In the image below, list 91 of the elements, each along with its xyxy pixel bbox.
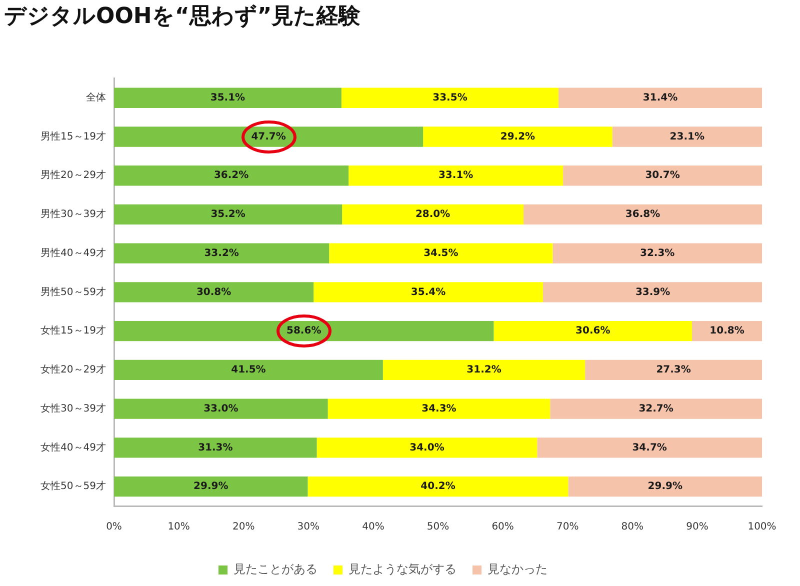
bar [114,438,317,458]
y-tick-label: 男性20～29才 [40,169,106,182]
bar [114,88,342,108]
bar [316,438,538,458]
x-tick-label: 70% [556,522,579,533]
bar [114,320,494,342]
x-tick-label: 90% [686,522,708,533]
data-label: 35.2% [210,209,246,220]
data-label: 34.5% [424,248,458,259]
bar [585,360,762,380]
data-label: 40.2% [420,481,456,492]
x-tick-label: 50% [426,522,450,533]
data-label: 27.3% [656,364,691,376]
bar [114,476,308,497]
data-label: 32.3% [640,248,675,259]
x-tick-label: 100% [748,522,776,533]
data-label: 33.1% [438,170,474,182]
data-label: 35.4% [410,286,446,298]
y-tick-label: 女性15～19才 [40,324,106,337]
data-label: 10.8% [710,326,744,337]
data-label: 28.0% [415,209,450,220]
data-label: 58.6% [286,326,322,337]
data-label: 30.8% [196,286,232,298]
bar [329,243,553,264]
y-tick-label: 男性40～49才 [40,246,106,259]
x-tick-label: 20% [232,522,255,533]
data-label: 34.0% [410,442,444,454]
bar [382,360,586,380]
y-tick-label: 女性20～29才 [40,364,106,376]
data-label: 30.6% [576,326,610,337]
data-label: 36.2% [214,170,249,182]
y-tick-label: 男性30～39才 [40,208,106,220]
bar [568,476,762,497]
y-tick-label: 女性40～49才 [40,441,106,454]
bar [341,88,559,108]
bar [563,165,762,186]
legend-label: 見たような気がする [348,562,456,576]
data-label: 31.3% [198,442,233,454]
data-label: 29.9% [648,481,682,492]
data-label: 41.5% [231,364,266,376]
bar [552,243,762,264]
bar [612,126,762,147]
x-tick-label: 40% [362,522,384,533]
chart-title: デジタルOOHを“思わず”見た経験 [4,4,362,29]
bar [342,204,524,225]
bar [114,243,330,264]
data-label: 35.1% [210,92,246,104]
data-label: 47.7% [251,131,286,142]
data-label: 31.2% [466,364,502,376]
bar [348,165,564,186]
bar [542,282,762,302]
y-tick-label: 全体 [86,91,106,104]
data-label: 30.7% [645,170,680,182]
bar [114,360,383,380]
data-label: 33.2% [204,248,239,259]
bar [328,398,550,419]
bar [114,204,342,225]
x-tick-label: 60% [492,522,514,533]
bar [550,398,762,419]
bar [558,88,762,108]
bar [114,126,424,147]
legend-label: 見なかった [488,562,548,576]
bar [537,438,762,458]
bar [114,165,349,186]
data-label: 33.5% [432,92,468,104]
bar [114,282,314,302]
data-label: 36.8% [625,209,660,220]
y-tick-label: 男性50～59才 [40,286,106,298]
y-tick-label: 女性50～59才 [40,480,106,492]
data-label: 34.7% [632,442,667,454]
data-label: 29.2% [500,131,536,142]
bar [308,476,568,497]
data-label: 33.0% [204,403,238,414]
data-label: 34.3% [422,403,456,414]
y-tick-label: 男性15～19才 [40,130,106,142]
x-tick-label: 10% [168,522,190,533]
legend-label: 見たことがある [234,562,318,576]
bar [423,126,612,147]
data-label: 23.1% [670,131,705,142]
x-tick-label: 0% [106,522,122,533]
bar [494,320,692,342]
y-tick-label: 女性30～39才 [40,402,106,414]
data-label: 33.9% [635,286,670,298]
bar [114,398,328,419]
x-tick-label: 30% [297,522,320,533]
x-tick-label: 80% [621,522,644,533]
bar [314,282,543,302]
bar [524,204,762,225]
data-label: 32.7% [638,403,674,414]
data-label: 31.4% [642,92,678,104]
data-label: 29.9% [194,481,228,492]
